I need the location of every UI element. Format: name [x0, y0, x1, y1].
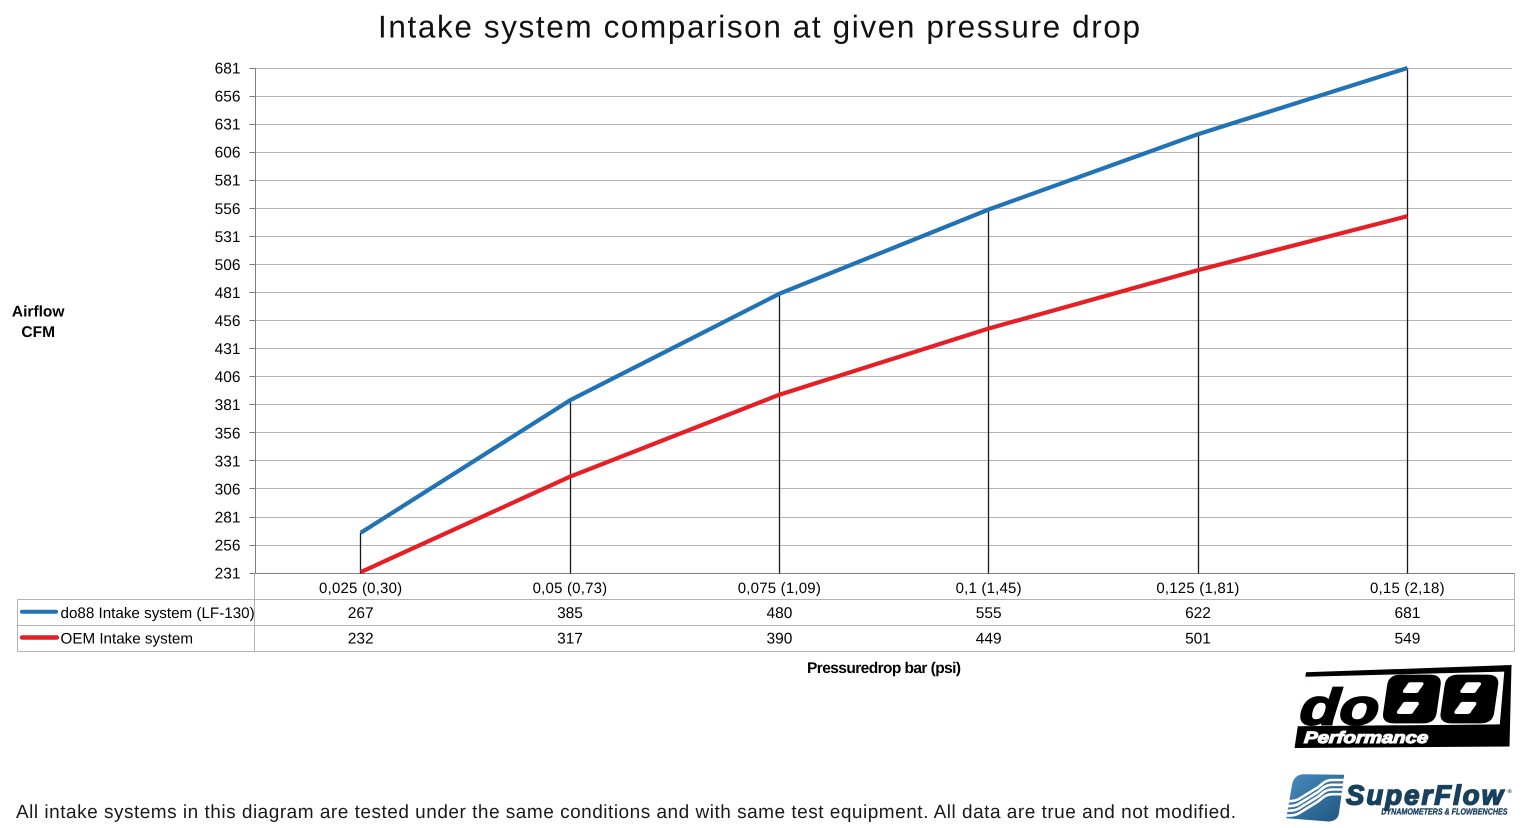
svg-text:do: do	[1298, 678, 1381, 735]
svg-text:581: 581	[215, 173, 241, 190]
svg-text:631: 631	[215, 117, 241, 134]
svg-text:317: 317	[557, 631, 583, 648]
svg-text:231: 231	[215, 566, 241, 583]
svg-text:390: 390	[766, 631, 792, 648]
svg-text:CFM: CFM	[21, 324, 55, 341]
svg-text:All intake systems in this dia: All intake systems in this diagram are t…	[16, 802, 1236, 823]
svg-text:501: 501	[1185, 631, 1211, 648]
svg-text:do88 Intake system (LF-130): do88 Intake system (LF-130)	[61, 605, 255, 622]
svg-text:356: 356	[215, 425, 241, 442]
svg-text:681: 681	[215, 61, 241, 78]
svg-text:456: 456	[215, 313, 241, 330]
svg-text:531: 531	[215, 229, 241, 246]
svg-text:622: 622	[1185, 605, 1211, 622]
svg-text:0,1 (1,45): 0,1 (1,45)	[956, 580, 1022, 597]
svg-text:232: 232	[348, 631, 374, 648]
svg-text:431: 431	[215, 341, 241, 358]
svg-text:406: 406	[215, 369, 241, 386]
svg-text:549: 549	[1394, 631, 1420, 648]
svg-text:681: 681	[1394, 605, 1420, 622]
svg-text:267: 267	[348, 605, 374, 622]
svg-text:Performance: Performance	[1304, 729, 1429, 747]
svg-text:0,05 (0,73): 0,05 (0,73)	[533, 580, 608, 597]
svg-text:281: 281	[215, 510, 241, 527]
svg-text:Pressuredrop bar (psi): Pressuredrop bar (psi)	[807, 660, 961, 677]
svg-text:SuperFlow: SuperFlow	[1346, 780, 1505, 811]
svg-text:555: 555	[976, 605, 1002, 622]
svg-text:Intake system comparison at gi: Intake system comparison at given pressu…	[378, 8, 1140, 44]
svg-text:Airflow: Airflow	[12, 304, 65, 321]
svg-text:606: 606	[215, 145, 241, 162]
svg-text:331: 331	[215, 453, 241, 470]
svg-text:481: 481	[215, 285, 241, 302]
svg-text:OEM Intake system: OEM Intake system	[61, 631, 194, 648]
svg-text:381: 381	[215, 397, 241, 414]
svg-text:306: 306	[215, 481, 241, 498]
svg-text:DYNAMOMETERS & FLOWBENCHES: DYNAMOMETERS & FLOWBENCHES	[1381, 806, 1507, 816]
svg-text:506: 506	[215, 257, 241, 274]
svg-text:385: 385	[557, 605, 583, 622]
svg-text:656: 656	[215, 89, 241, 106]
svg-text:0,025 (0,30): 0,025 (0,30)	[319, 580, 402, 597]
svg-text:449: 449	[976, 631, 1002, 648]
svg-text:0,075 (1,09): 0,075 (1,09)	[738, 580, 821, 597]
svg-text:556: 556	[215, 201, 241, 218]
svg-text:0,125 (1,81): 0,125 (1,81)	[1156, 580, 1239, 597]
svg-text:480: 480	[766, 605, 792, 622]
svg-text:0,15 (2,18): 0,15 (2,18)	[1370, 580, 1445, 597]
svg-text:®: ®	[1508, 789, 1513, 795]
svg-text:256: 256	[215, 538, 241, 555]
